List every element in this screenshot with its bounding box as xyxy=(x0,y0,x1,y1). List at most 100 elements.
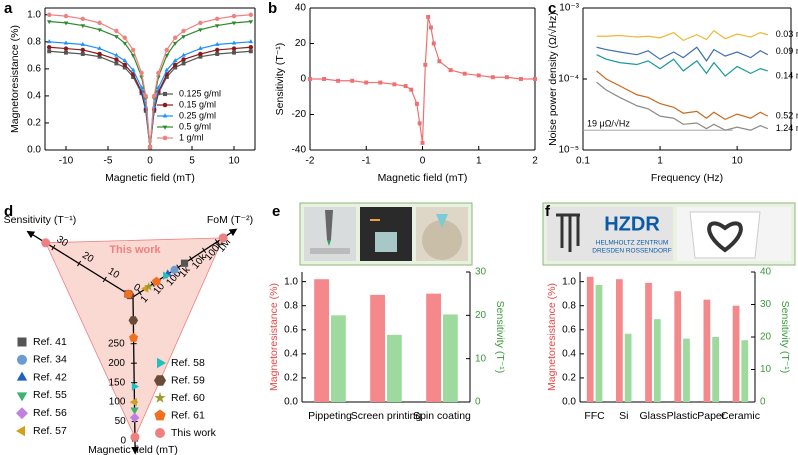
axis-tick xyxy=(51,244,56,251)
marker xyxy=(378,80,383,85)
y-tick-label: 0.2 xyxy=(27,118,41,129)
marker xyxy=(122,35,128,40)
legend-label: Ref. 59 xyxy=(171,374,205,386)
legend-label: Ref. 56 xyxy=(33,407,67,419)
marker xyxy=(420,140,425,145)
marker xyxy=(80,41,86,46)
y-axis-title: Magnetoresistance (%) xyxy=(546,283,558,391)
legend-label: 0.14 mA xyxy=(776,70,798,80)
legend-label: Ref. 61 xyxy=(171,409,205,421)
y-tick-label: 0.8 xyxy=(284,300,298,311)
marker xyxy=(350,78,355,83)
axis-title: Sensitivity (T⁻¹) xyxy=(4,214,77,226)
y2-tick-label: 10 xyxy=(475,353,487,364)
photo-strip-f: HZDR HELMHOLTZ ZENTRUM DRESDEN ROSSENDOR… xyxy=(542,202,796,266)
marker xyxy=(64,50,68,55)
y2-tick-label: 20 xyxy=(475,310,487,321)
cup xyxy=(689,211,761,259)
marker xyxy=(139,70,144,76)
marker xyxy=(41,238,51,248)
y-axis-title: Sensitivity (T⁻¹) xyxy=(274,43,286,116)
marker xyxy=(139,85,144,90)
axis-tick-label: 250 xyxy=(108,338,125,349)
logo-sub: HELMHOLTZ ZENTRUM xyxy=(596,240,668,247)
series-line xyxy=(596,46,769,62)
legend-label: Ref. 55 xyxy=(33,389,67,401)
marker xyxy=(97,20,102,26)
bar xyxy=(314,279,329,402)
y-tick-label: 10⁻³ xyxy=(559,3,579,14)
bar xyxy=(653,319,661,402)
y-tick-label: 0.2 xyxy=(562,373,576,384)
bar xyxy=(741,340,749,402)
series-line xyxy=(596,54,768,77)
x-tick-label: Plastic xyxy=(667,410,698,422)
legend-label: Ref. 57 xyxy=(33,425,67,437)
marker xyxy=(16,425,25,437)
x-tick-label: Screen printing xyxy=(351,410,422,422)
marker xyxy=(198,20,203,26)
bar xyxy=(732,305,740,402)
marker xyxy=(157,357,166,369)
x-tick-label: 0 xyxy=(420,156,426,167)
marker xyxy=(152,93,157,99)
bar xyxy=(645,282,652,402)
bar xyxy=(624,333,632,402)
marker xyxy=(164,74,169,79)
heart xyxy=(707,221,743,253)
marker xyxy=(131,382,140,391)
x-tick-label: 1 xyxy=(657,156,663,167)
axis-tick-label: 50 xyxy=(115,416,127,427)
marker xyxy=(248,49,253,54)
series-line xyxy=(596,29,768,42)
legend-label: 0.03 mA xyxy=(776,29,798,39)
y-tick-label: 0 xyxy=(300,74,306,85)
marker xyxy=(122,58,128,63)
marker xyxy=(17,337,27,347)
legend-label: 0.15 g/ml xyxy=(179,99,216,109)
marker xyxy=(16,371,28,381)
marker xyxy=(426,14,431,19)
axis-title: FoM (T⁻²) xyxy=(207,214,253,226)
marker xyxy=(80,47,86,53)
marker xyxy=(164,54,170,58)
panel-label: f xyxy=(545,203,551,220)
marker xyxy=(462,71,467,76)
marker xyxy=(97,51,102,57)
bar xyxy=(370,294,385,402)
marker xyxy=(156,85,161,90)
marker xyxy=(130,54,136,58)
marker xyxy=(231,46,237,51)
legend-label: 0.5 g/ml xyxy=(179,121,211,131)
marker xyxy=(63,40,69,45)
axis-tick xyxy=(102,276,107,283)
marker xyxy=(490,75,495,80)
marker xyxy=(248,45,253,50)
marker xyxy=(173,65,178,70)
marker xyxy=(431,41,436,46)
marker xyxy=(504,75,509,80)
marker xyxy=(162,113,168,118)
marker xyxy=(423,62,428,67)
series-line xyxy=(310,16,535,143)
panel-label: a xyxy=(4,0,13,17)
marker xyxy=(198,28,203,33)
marker xyxy=(173,35,178,40)
axis-tick-label: 0 xyxy=(131,282,142,295)
marker xyxy=(80,52,85,56)
x-axis-title: Magnetic field (mT) xyxy=(378,172,468,184)
marker xyxy=(162,125,168,130)
y2-tick-label: 0 xyxy=(475,397,481,408)
y-tick-label: 0.0 xyxy=(562,397,576,408)
marker xyxy=(156,70,161,76)
series-line xyxy=(49,14,251,148)
y-tick-label: 0.4 xyxy=(284,348,298,359)
marker xyxy=(17,354,27,365)
marker xyxy=(164,67,170,72)
marker xyxy=(448,68,453,73)
marker xyxy=(322,77,327,81)
marker xyxy=(47,45,52,50)
marker xyxy=(97,45,102,50)
marker xyxy=(181,57,186,62)
series-line xyxy=(49,20,251,148)
